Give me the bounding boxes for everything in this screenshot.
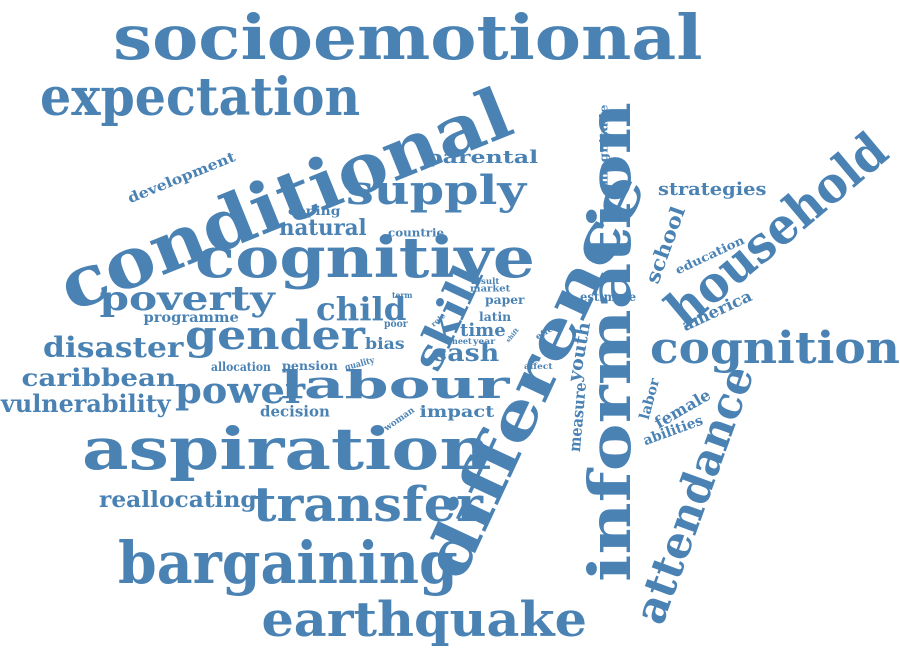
word-caribbean: caribbean <box>21 363 177 392</box>
word-affect: affect <box>524 361 553 371</box>
word-vulnerability: vulnerability <box>1 389 171 418</box>
word-disaster: disaster <box>43 331 184 364</box>
word-labour: labour <box>279 362 510 407</box>
word-cash: cash <box>430 338 500 367</box>
word-term: term <box>392 290 413 300</box>
word-parental: parental <box>425 147 539 168</box>
word-gender: gender <box>185 312 365 359</box>
word-year: year <box>472 336 496 346</box>
word-expectation: expectation <box>39 67 361 128</box>
word-supply: supply <box>345 167 526 214</box>
word-neet: neet <box>452 336 472 346</box>
word-coping: coping <box>287 204 341 218</box>
word-market: market <box>470 284 511 295</box>
word-pension: pension <box>281 359 338 373</box>
word-aspiration: aspiration <box>81 415 492 483</box>
word-bias: bias <box>365 334 405 353</box>
word-cognition: cognition <box>650 323 900 374</box>
word-paper: paper <box>484 293 525 307</box>
word-estimate: estimate <box>579 290 637 304</box>
word-poor: poor <box>384 319 408 330</box>
word-strategies: strategies <box>658 179 767 200</box>
word-time: time <box>460 320 506 341</box>
word-natural: natural <box>279 215 367 241</box>
word-poverty: poverty <box>99 279 275 319</box>
word-bargaining: bargaining <box>118 529 458 597</box>
word-cognitive: cognitive <box>194 225 535 291</box>
word-allocation: allocation <box>210 360 271 374</box>
word-result: result <box>470 276 500 286</box>
word-earthquake: earthquake <box>261 592 587 648</box>
word-socioemotional: socioemotional <box>113 1 703 74</box>
word-decision: decision <box>260 402 330 421</box>
word-household: household <box>654 120 899 339</box>
word-latin: latin <box>479 310 512 324</box>
word-power: power <box>174 370 306 412</box>
word-child: child <box>316 290 407 328</box>
word-reallocating: reallocating <box>99 487 257 513</box>
word-programme: programme <box>143 310 239 326</box>
word-countrie: countrie <box>387 226 445 240</box>
word-impact: impact <box>419 402 495 421</box>
word-transfer: transfer <box>252 477 483 533</box>
word-magnitude: magnitude <box>597 104 611 185</box>
